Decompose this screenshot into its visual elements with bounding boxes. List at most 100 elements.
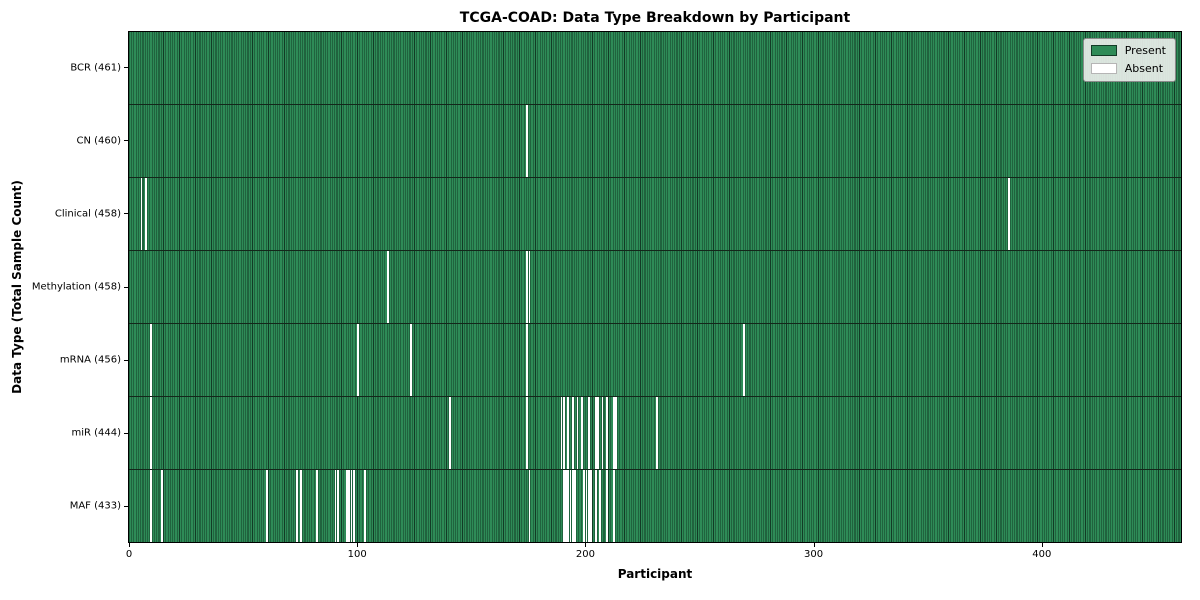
xtick-mark: [357, 543, 359, 547]
legend-item-absent: Absent: [1090, 62, 1166, 75]
absent-mark: [145, 178, 147, 250]
ytick-mark: [124, 432, 128, 434]
xtick-mark: [1041, 543, 1043, 547]
absent-mark: [526, 105, 529, 177]
absent-mark: [590, 470, 592, 542]
heatmap-row-Methylation: [129, 251, 1181, 324]
absent-mark: [576, 397, 579, 469]
absent-mark: [526, 251, 529, 323]
xtick-label: 300: [804, 549, 824, 560]
heatmap-row-mRNA: [129, 324, 1181, 397]
heatmap-rows: [129, 32, 1181, 542]
absent-mark: [149, 397, 152, 469]
ytick-label: CN (460): [76, 135, 121, 147]
absent-mark: [567, 397, 570, 469]
absent-mark: [161, 470, 163, 542]
absent-mark: [613, 397, 615, 469]
absent-mark: [348, 470, 351, 542]
absent-mark: [266, 470, 268, 542]
absent-mark: [567, 470, 570, 542]
xtick-mark: [813, 543, 815, 547]
absent-mark: [357, 324, 360, 396]
absent-mark: [571, 397, 574, 469]
absent-mark: [565, 470, 567, 542]
absent-mark: [387, 251, 389, 323]
absent-mark: [656, 397, 659, 469]
heatmap-row-BCR: [129, 32, 1181, 105]
absent-mark: [346, 470, 348, 542]
ytick-label: BCR (461): [70, 62, 121, 74]
absent-mark: [448, 397, 451, 469]
ytick-mark: [124, 140, 128, 142]
absent-mark: [316, 470, 319, 542]
ytick-label: Methylation (458): [31, 281, 121, 293]
heatmap-row-Clinical: [129, 178, 1181, 251]
absent-mark: [364, 470, 367, 542]
absent-mark: [149, 470, 152, 542]
ytick-mark: [124, 359, 128, 361]
absent-mark: [352, 470, 355, 542]
absent-mark: [528, 470, 531, 542]
xtick-label: 0: [125, 549, 133, 560]
heatmap-row-CN: [129, 105, 1181, 178]
absent-mark: [350, 470, 353, 542]
absent-mark: [562, 470, 565, 542]
ytick-label: MAF (433): [69, 500, 121, 512]
absent-mark: [569, 470, 572, 542]
ytick-mark: [124, 505, 128, 507]
ytick-label: Clinical (458): [54, 208, 121, 220]
legend-present-label: Present: [1124, 44, 1166, 57]
xtick-mark: [129, 543, 130, 547]
xtick-label: 400: [1032, 549, 1052, 560]
absent-mark: [606, 397, 608, 469]
absent-mark: [594, 397, 597, 469]
absent-mark: [526, 397, 529, 469]
plot-area: Present Absent: [128, 31, 1182, 543]
absent-mark: [574, 470, 577, 542]
absent-mark: [597, 397, 599, 469]
absent-mark: [594, 470, 597, 542]
chart-title: TCGA-COAD: Data Type Breakdown by Partic…: [459, 10, 851, 26]
absent-mark: [581, 397, 583, 469]
absent-mark: [613, 470, 615, 542]
legend: Present Absent: [1082, 38, 1176, 82]
legend-absent-label: Absent: [1124, 62, 1164, 75]
absent-mark: [1007, 178, 1010, 250]
legend-absent-swatch: [1090, 63, 1117, 74]
absent-mark: [562, 397, 565, 469]
absent-mark: [583, 470, 586, 542]
ytick-mark: [124, 213, 128, 215]
absent-mark: [334, 470, 337, 542]
absent-mark: [560, 397, 563, 469]
absent-mark: [295, 470, 298, 542]
ytick-label: miR (444): [71, 427, 121, 439]
legend-item-present: Present: [1090, 44, 1166, 57]
absent-mark: [606, 470, 608, 542]
ytick-label: mRNA (456): [59, 354, 121, 366]
heatmap-row-miR: [129, 397, 1181, 470]
absent-mark: [526, 324, 529, 396]
absent-mark: [571, 470, 574, 542]
absent-mark: [743, 324, 745, 396]
absent-mark: [300, 470, 303, 542]
absent-mark: [149, 324, 152, 396]
absent-mark: [336, 470, 339, 542]
y-axis-label: Data Type (Total Sample Count): [10, 180, 24, 394]
heatmap-row-MAF: [129, 470, 1181, 542]
absent-mark: [140, 178, 143, 250]
legend-present-swatch: [1090, 45, 1117, 56]
absent-mark: [409, 324, 412, 396]
absent-mark: [587, 397, 590, 469]
absent-mark: [615, 397, 618, 469]
absent-mark: [585, 470, 588, 542]
absent-mark: [528, 251, 531, 323]
xtick-label: 200: [575, 549, 595, 560]
absent-mark: [601, 397, 604, 469]
absent-mark: [599, 470, 602, 542]
ytick-mark: [124, 286, 128, 288]
x-axis-label: Participant: [617, 567, 693, 581]
ytick-mark: [124, 67, 128, 69]
absent-mark: [587, 470, 590, 542]
xtick-mark: [585, 543, 587, 547]
